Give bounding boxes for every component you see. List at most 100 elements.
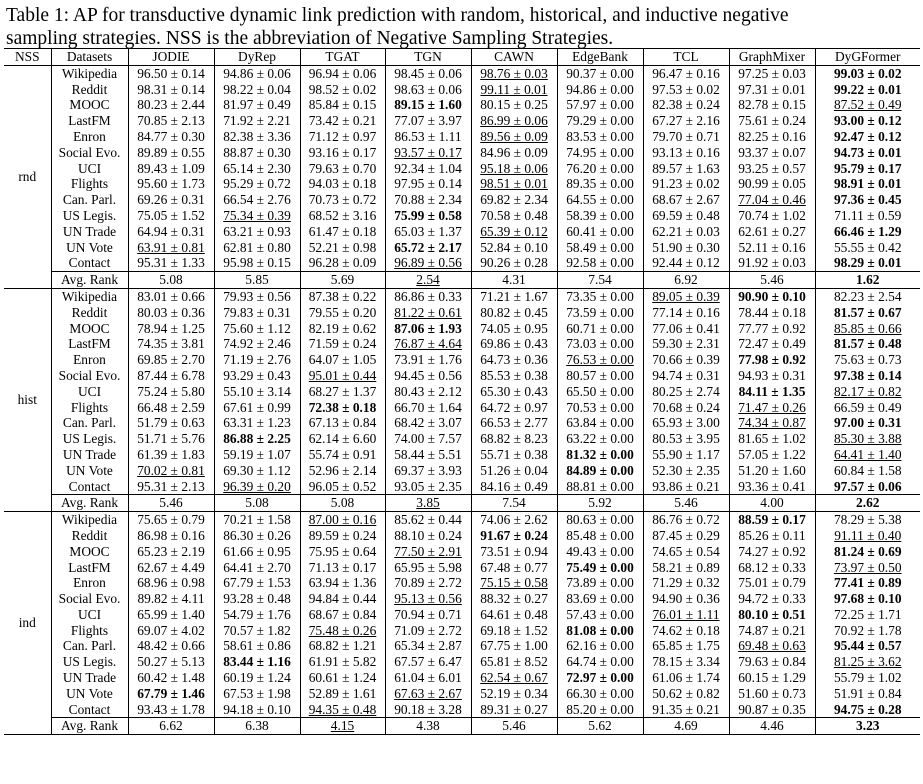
ap-cell: 89.56 ± 0.09 bbox=[471, 128, 558, 145]
ap-cell: 98.51 ± 0.01 bbox=[471, 176, 558, 193]
table-row: UCI 75.24 ± 5.80 55.10 ± 3.14 68.27 ± 1.37 8… bbox=[4, 383, 920, 400]
ap-cell: 74.27 ± 0.92 bbox=[729, 543, 816, 560]
ap-cell: 68.96 ± 0.98 bbox=[128, 575, 215, 592]
ap-cell: 51.20 ± 1.60 bbox=[729, 462, 816, 479]
ap-cell: 60.71 ± 0.00 bbox=[557, 320, 644, 337]
ap-cell: 97.38 ± 0.14 bbox=[833, 367, 902, 383]
avg-rank-row: Avg. Rank 5.08 5.85 5.69 2.54 4.31 7.54 6.92 5.4… bbox=[4, 271, 920, 289]
table-row: Flights 69.07 ± 4.02 70.57 ± 1.82 75.48 ± 0… bbox=[4, 622, 920, 639]
nss-label: rnd bbox=[4, 65, 52, 289]
ap-cell: 71.11 ± 0.59 bbox=[834, 207, 902, 223]
table-row: Reddit 86.98 ± 0.16 86.30 ± 0.26 89.59 ± 0.… bbox=[4, 527, 920, 544]
ap-cell: 94.86 ± 0.00 bbox=[557, 81, 644, 98]
table-row: MOOC 78.94 ± 1.25 75.60 ± 1.12 82.19 ± 0.62… bbox=[4, 320, 920, 337]
ap-cell: 96.89 ± 0.56 bbox=[385, 255, 472, 272]
ap-cell: 81.08 ± 0.00 bbox=[557, 622, 644, 639]
ap-cell: 57.97 ± 0.00 bbox=[557, 97, 644, 114]
ap-cell: 65.95 ± 5.98 bbox=[385, 559, 472, 576]
header-tgn: TGN bbox=[385, 48, 472, 66]
dataset-name: Flights bbox=[51, 176, 129, 193]
ap-cell: 95.31 ± 1.33 bbox=[128, 255, 215, 272]
ap-cell: 94.90 ± 0.36 bbox=[643, 591, 730, 607]
table-row: Reddit 98.31 ± 0.14 98.22 ± 0.04 98.52 ± 0.… bbox=[4, 81, 920, 98]
avg-rank-row: Avg. Rank 5.46 5.08 5.08 3.85 7.54 5.92 5.46 4.0… bbox=[4, 494, 920, 513]
ap-cell: 58.39 ± 0.00 bbox=[557, 207, 644, 224]
ap-cell: 73.59 ± 0.00 bbox=[557, 304, 644, 321]
ap-cell: 60.42 ± 1.48 bbox=[128, 670, 215, 686]
table-row: Contact 93.43 ± 1.78 94.18 ± 0.10 94.35 ± 0… bbox=[4, 701, 920, 718]
ap-cell: 51.90 ± 0.30 bbox=[643, 239, 730, 256]
ap-cell: 58.44 ± 5.51 bbox=[385, 446, 472, 463]
ap-cell: 89.89 ± 0.55 bbox=[128, 144, 215, 161]
ap-cell: 67.61 ± 0.99 bbox=[214, 399, 301, 416]
ap-cell: 65.34 ± 2.87 bbox=[385, 638, 472, 655]
ap-cell: 88.87 ± 0.30 bbox=[214, 144, 301, 161]
ap-cell: 78.15 ± 3.34 bbox=[643, 654, 730, 671]
dataset-name: Reddit bbox=[51, 527, 129, 544]
ap-cell: 86.98 ± 0.16 bbox=[128, 527, 215, 544]
ap-cell: 89.57 ± 1.63 bbox=[643, 160, 730, 177]
ap-cell: 58.61 ± 0.86 bbox=[214, 638, 301, 655]
ap-cell: 74.00 ± 7.57 bbox=[385, 431, 472, 447]
ap-cell: 67.75 ± 1.00 bbox=[471, 638, 558, 655]
table-row: UN Trade 60.42 ± 1.48 60.19 ± 1.24 60.61 ± … bbox=[4, 670, 920, 686]
ap-cell: 98.63 ± 0.06 bbox=[385, 81, 472, 98]
ap-cell: 62.67 ± 4.49 bbox=[128, 559, 215, 576]
ap-cell: 49.43 ± 0.00 bbox=[557, 543, 644, 560]
ap-cell: 68.82 ± 1.21 bbox=[300, 638, 386, 655]
ap-cell: 59.19 ± 1.07 bbox=[214, 446, 301, 463]
ap-cell: 57.05 ± 1.22 bbox=[729, 446, 816, 463]
avg-rank-cell: 5.85 bbox=[214, 271, 301, 289]
ap-cell: 51.79 ± 0.63 bbox=[128, 415, 215, 432]
ap-cell: 92.58 ± 0.00 bbox=[557, 255, 644, 272]
ap-cell: 59.30 ± 2.31 bbox=[643, 336, 730, 353]
dataset-name: Wikipedia bbox=[51, 65, 129, 82]
dataset-name: Flights bbox=[51, 399, 129, 416]
table-row: Can. Parl. 48.42 ± 0.66 58.61 ± 0.86 68.82 … bbox=[4, 638, 920, 655]
ap-cell: 89.31 ± 0.27 bbox=[471, 701, 558, 718]
table-row: UN Trade 64.94 ± 0.31 63.21 ± 0.93 61.47 ± … bbox=[4, 223, 920, 240]
ap-cell: 70.92 ± 1.78 bbox=[833, 622, 902, 638]
ap-cell: 69.18 ± 1.52 bbox=[471, 622, 558, 639]
ap-cell: 66.70 ± 1.64 bbox=[385, 399, 472, 416]
dataset-name: Reddit bbox=[51, 304, 129, 321]
ap-cell: 84.89 ± 0.00 bbox=[557, 462, 644, 479]
ap-cell: 55.74 ± 0.91 bbox=[300, 446, 386, 463]
ap-cell: 69.85 ± 2.70 bbox=[128, 352, 215, 368]
ap-cell: 76.01 ± 1.11 bbox=[643, 606, 730, 623]
ap-cell: 65.85 ± 1.75 bbox=[643, 638, 730, 655]
ap-cell: 87.44 ± 6.78 bbox=[128, 367, 215, 384]
ap-cell: 95.44 ± 0.57 bbox=[833, 638, 902, 654]
table-row: LastFM 70.85 ± 2.13 71.92 ± 2.21 73.42 ± 0.… bbox=[4, 113, 920, 129]
ap-cell: 75.61 ± 0.24 bbox=[729, 113, 816, 129]
table-row: UN Vote 70.02 ± 0.81 69.30 ± 1.12 52.96 ± 2… bbox=[4, 462, 920, 479]
dataset-name: UN Vote bbox=[51, 685, 129, 702]
dataset-name: Can. Parl. bbox=[51, 415, 129, 432]
ap-cell: 81.22 ± 0.61 bbox=[385, 304, 472, 321]
ap-cell: 79.83 ± 0.31 bbox=[214, 304, 301, 321]
avg-rank-cell: 6.38 bbox=[214, 717, 301, 736]
ap-cell: 55.55 ± 0.42 bbox=[833, 239, 902, 255]
ap-cell: 74.92 ± 2.46 bbox=[214, 336, 301, 353]
ap-cell: 80.15 ± 0.25 bbox=[471, 97, 558, 114]
ap-cell: 51.60 ± 0.73 bbox=[729, 685, 816, 702]
ap-cell: 72.38 ± 0.18 bbox=[300, 399, 386, 416]
ap-cell: 60.61 ± 1.24 bbox=[300, 670, 386, 686]
avg-rank-cell: 3.85 bbox=[385, 494, 472, 513]
ap-cell: 63.84 ± 0.00 bbox=[557, 415, 644, 432]
table-row: hist Wikipedia 83.01 ± 0.66 79.93 ± 0.56 87.… bbox=[4, 288, 920, 513]
ap-cell: 98.31 ± 0.14 bbox=[128, 81, 215, 98]
ap-cell: 98.76 ± 0.03 bbox=[471, 65, 558, 82]
dataset-name: LastFM bbox=[51, 113, 129, 129]
ap-cell: 71.47 ± 0.26 bbox=[729, 399, 816, 416]
ap-cell: 68.82 ± 8.23 bbox=[471, 431, 558, 447]
ap-cell: 69.86 ± 0.43 bbox=[471, 336, 558, 353]
ap-cell: 94.45 ± 0.56 bbox=[385, 367, 472, 384]
ap-cell: 65.30 ± 0.43 bbox=[471, 383, 558, 400]
table-row: Flights 66.48 ± 2.59 67.61 ± 0.99 72.38 ± 0… bbox=[4, 399, 920, 416]
ap-cell: 69.37 ± 3.93 bbox=[385, 462, 472, 479]
header-tgat: TGAT bbox=[300, 48, 386, 66]
ap-cell: 66.53 ± 2.77 bbox=[471, 415, 558, 432]
ap-cell: 62.54 ± 0.67 bbox=[471, 670, 558, 686]
ap-cell: 80.23 ± 2.44 bbox=[128, 97, 215, 114]
